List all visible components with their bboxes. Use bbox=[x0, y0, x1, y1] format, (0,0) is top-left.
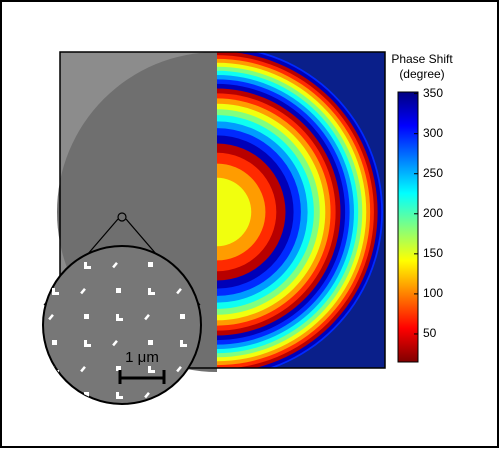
meta-atom bbox=[80, 365, 86, 373]
colorbar-title: Phase Shift bbox=[391, 52, 453, 66]
colorbar bbox=[397, 91, 419, 363]
meta-atom bbox=[52, 288, 59, 295]
colorbar-tick-label: 100 bbox=[423, 286, 443, 300]
meta-atom bbox=[84, 340, 91, 347]
meta-atom bbox=[52, 340, 57, 345]
meta-atom bbox=[148, 366, 155, 373]
colorbar-tick-label: 250 bbox=[423, 166, 443, 180]
meta-atom bbox=[84, 262, 91, 269]
meta-atom bbox=[180, 340, 187, 347]
image-border bbox=[59, 51, 386, 369]
meta-atom bbox=[148, 262, 153, 267]
meta-atom bbox=[116, 392, 123, 399]
zoom-spot bbox=[117, 212, 127, 222]
meta-atom bbox=[144, 392, 150, 399]
colorbar-tick-label: 200 bbox=[423, 206, 443, 220]
meta-atom bbox=[84, 392, 89, 397]
meta-atom bbox=[148, 340, 153, 345]
meta-atom bbox=[112, 262, 118, 269]
meta-atom bbox=[48, 314, 54, 321]
phase-map bbox=[217, 52, 385, 368]
colorbar-unit: (degree) bbox=[399, 67, 444, 81]
meta-atom bbox=[176, 288, 182, 295]
inset bbox=[42, 245, 202, 405]
meta-atom bbox=[116, 288, 121, 293]
scale-bar-label: 1 μm bbox=[125, 349, 159, 366]
phase-ring bbox=[217, 177, 252, 247]
meta-atom bbox=[116, 314, 123, 321]
meta-atom bbox=[80, 288, 86, 295]
colorbar-tick-label: 350 bbox=[423, 86, 443, 100]
colorbar-tick-label: 300 bbox=[423, 126, 443, 140]
colorbar-tick-label: 50 bbox=[423, 326, 437, 340]
meta-atom bbox=[84, 314, 89, 319]
meta-atom bbox=[176, 366, 182, 373]
meta-atom bbox=[144, 314, 150, 321]
meta-atom bbox=[112, 340, 118, 347]
colorbar-tick-label: 150 bbox=[423, 246, 443, 260]
meta-atom bbox=[148, 288, 155, 295]
meta-atom bbox=[116, 366, 121, 371]
meta-atom bbox=[180, 314, 185, 319]
